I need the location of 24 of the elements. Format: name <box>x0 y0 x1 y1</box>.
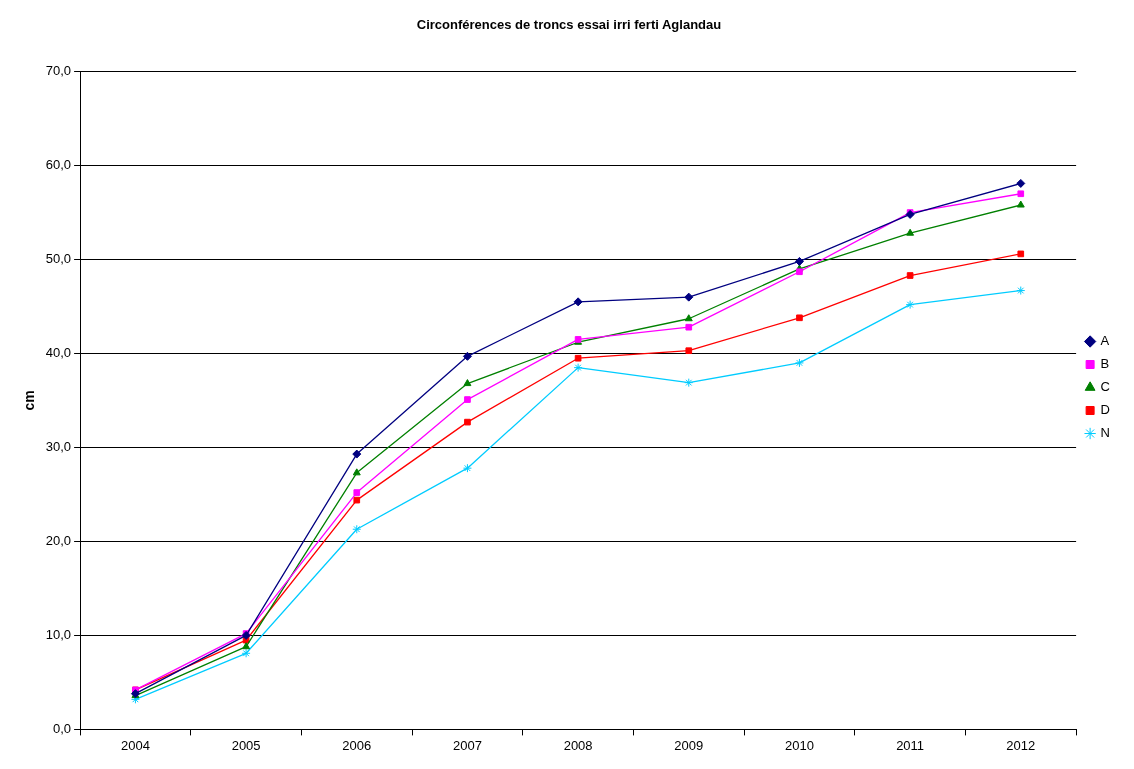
y-tick-label: 20,0 <box>45 533 72 549</box>
x-tick-label: 2012 <box>1006 737 1036 753</box>
x-tick-label: 2005 <box>231 737 261 753</box>
y-tick-label: 60,0 <box>45 157 72 173</box>
legend-label: D <box>1100 402 1110 418</box>
x-tick-label: 2011 <box>896 737 925 753</box>
legend-label: C <box>1100 379 1110 395</box>
y-tick-label: 40,0 <box>45 345 72 361</box>
legend-label: A <box>1100 333 1110 349</box>
legend-label: N <box>1100 425 1110 441</box>
legend-label: B <box>1100 356 1110 372</box>
y-tick-label: 70,0 <box>45 63 72 79</box>
y-tick-label: 10,0 <box>45 627 72 643</box>
y-tick-label: 50,0 <box>45 251 72 267</box>
y-axis-title: cm <box>21 390 38 411</box>
y-tick-label: 0,0 <box>53 720 72 736</box>
x-tick-label: 2004 <box>120 737 150 753</box>
x-tick-label: 2007 <box>452 737 482 753</box>
y-tick-label: 30,0 <box>45 439 72 455</box>
x-tick-label: 2009 <box>674 737 704 753</box>
chart-title: Circonférences de troncs essai irri ferti Aglandau <box>416 17 722 33</box>
x-tick-label: 2010 <box>784 737 814 753</box>
x-tick-label: 2006 <box>342 737 372 753</box>
x-tick-label: 2008 <box>563 737 593 753</box>
